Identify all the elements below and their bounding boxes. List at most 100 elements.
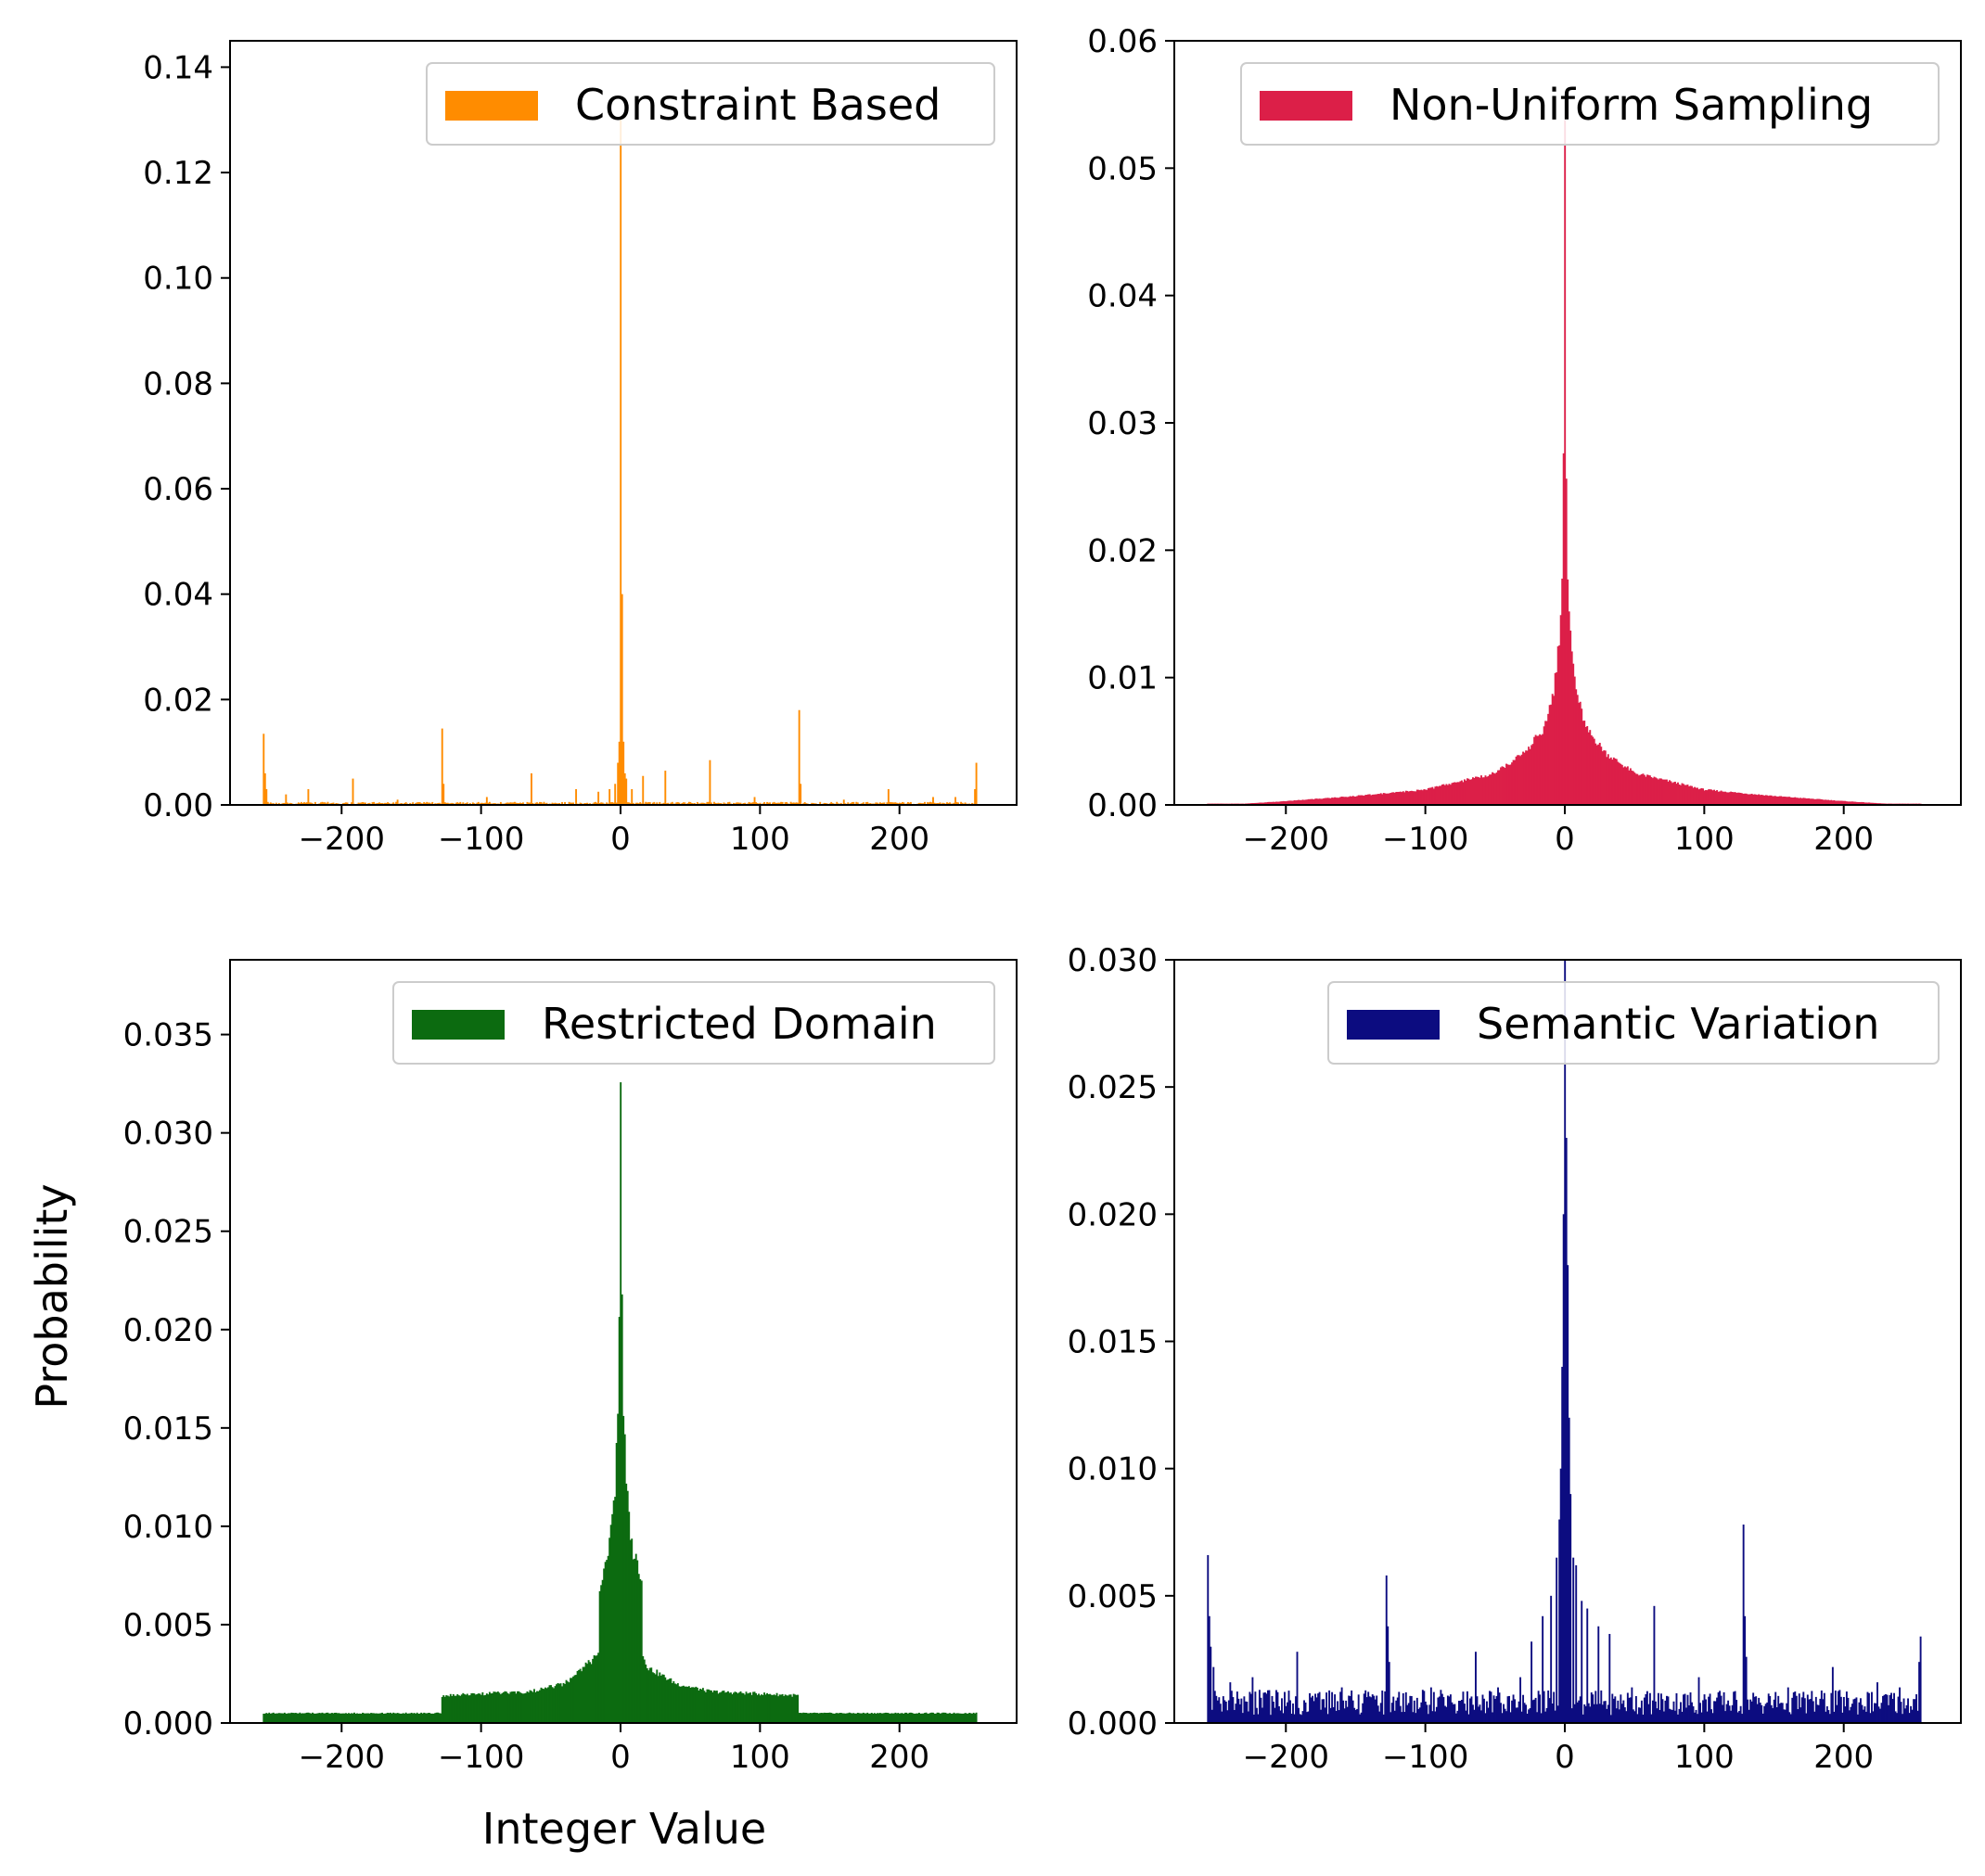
histogram-bar [1390,1703,1393,1723]
histogram-bar [797,802,800,805]
histogram-bar [689,1688,692,1723]
histogram-bar [1324,798,1326,805]
histogram-bar [1783,1709,1786,1723]
histogram-bar [1426,789,1428,805]
histogram-bar [395,1713,398,1723]
histogram-bar [1592,736,1594,805]
histogram-bar [365,1713,368,1723]
histogram-bar [342,1713,344,1723]
histogram-bar [512,802,515,805]
histogram-bar [466,1693,468,1723]
histogram-bar [1326,1714,1329,1723]
histogram-bar [1748,794,1750,805]
histogram-bar [1664,1700,1667,1723]
histogram-bar [922,1713,925,1723]
histogram-bar [597,1653,600,1723]
histogram-bar [1593,1704,1595,1723]
histogram-bar [866,1712,869,1723]
y-tick-label: 0.015 [123,1410,213,1448]
histogram-bar [1539,1694,1542,1723]
histogram-bar [1539,734,1542,805]
histogram-bar [1806,1694,1809,1723]
histogram-bar [1395,1700,1398,1723]
histogram-bar [1674,1710,1676,1723]
histogram-bar [878,1713,881,1723]
histogram-bar [1551,1704,1554,1723]
legend-non-uniform-sampling: Non-Uniform Sampling [1240,62,1940,146]
histogram-bar [496,1691,499,1723]
histogram-bar [1620,1694,1622,1723]
histogram-bar [351,802,352,805]
histogram-bar [293,1713,296,1723]
histogram-bar [612,802,615,805]
histogram-bar [313,1713,315,1723]
histogram-bar [812,802,814,805]
histogram-bar [1671,783,1673,805]
x-tick-label: 100 [730,1739,790,1776]
histogram-bar [1279,801,1282,805]
histogram-bar [1348,1695,1351,1723]
histogram-bar [1363,1693,1365,1723]
histogram-bar [1476,1696,1479,1723]
histogram-bar [1709,789,1711,805]
histogram-bar [1494,773,1496,805]
histogram-bar [1342,1700,1345,1723]
histogram-bar [1863,802,1864,805]
histogram-bar [963,1713,966,1723]
histogram-bar [1784,1709,1786,1723]
histogram-bar [362,1712,364,1723]
histogram-bar [488,801,491,805]
histogram-bar [1254,802,1257,805]
histogram-bar [1741,793,1744,805]
histogram-bar [357,1713,360,1723]
histogram-bar [373,1713,376,1723]
histogram-bar [894,802,897,805]
histogram-bar [847,1713,850,1723]
histogram-bar [1875,1703,1877,1723]
histogram-bar [1208,1615,1210,1723]
histogram-bar [1581,708,1583,805]
histogram-bar [404,1712,407,1723]
histogram-bar [701,1688,704,1723]
histogram-bar [576,1670,579,1723]
histogram-bar [693,802,696,805]
histogram-bar [1374,794,1377,805]
histogram-bar [798,1713,800,1723]
histogram-bar [398,1713,401,1723]
legend-label: Constraint Based [575,80,941,130]
histogram-bar [1353,1707,1356,1723]
histogram-bar [681,1686,684,1723]
histogram-bar [1313,799,1315,805]
histogram-bar [927,1713,928,1723]
histogram-bar [864,1713,866,1723]
histogram-bar [429,802,431,805]
histogram-bar [348,1713,350,1723]
histogram-bar [1335,798,1338,805]
histogram-bar [1223,1700,1226,1723]
histogram-bar [1572,663,1575,805]
histogram-bar [687,801,690,805]
histogram-bar [506,802,509,805]
histogram-bar [953,802,955,805]
histogram-bar [1904,1708,1907,1723]
histogram-bar [544,1687,546,1723]
histogram-bar [954,1713,956,1723]
histogram-bar [540,1687,543,1723]
histogram-bar [1479,777,1481,805]
histogram-bar [1469,779,1471,805]
histogram-bar [1811,798,1813,805]
histogram-bar [319,802,322,805]
histogram-bar [1251,1677,1254,1723]
histogram-bar [487,1694,490,1723]
histogram-bar [1866,1691,1869,1723]
histogram-bar [1830,799,1833,805]
histogram-bar [1877,1706,1880,1723]
histogram-bar [1819,798,1822,805]
histogram-bar [1440,1690,1442,1723]
histogram-bar [339,1713,341,1723]
histogram-bar [1506,1696,1509,1723]
histogram-bar [1459,781,1462,805]
histogram-bar [975,1712,978,1723]
histogram-bar [290,1712,293,1723]
histogram-bar [1443,785,1446,805]
